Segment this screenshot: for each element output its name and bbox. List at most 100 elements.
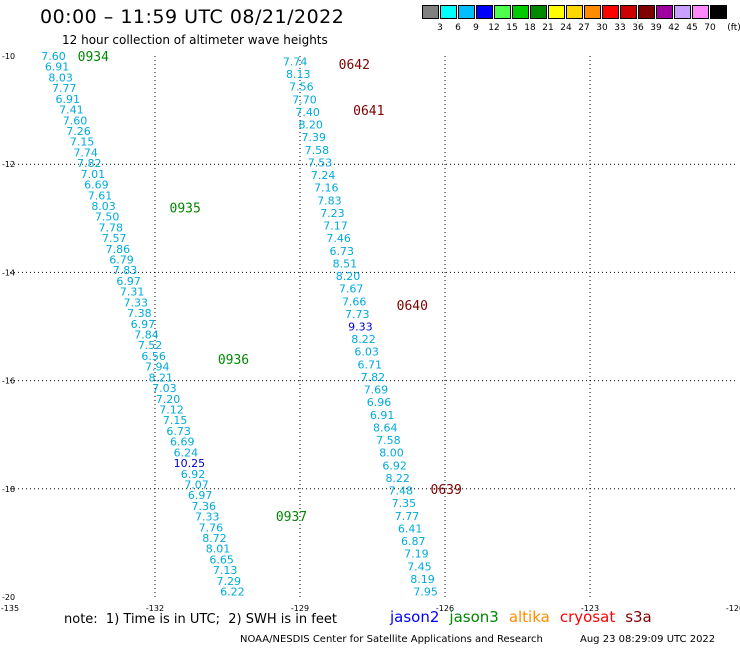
wave-height-value: 7.33 [195,511,220,524]
wave-height-value: 6.56 [141,350,166,363]
wave-height-value: 8.03 [91,200,116,213]
wave-height-value: 7.67 [339,283,364,296]
wave-height-value: 8.20 [336,270,361,283]
wave-height-value: 8.72 [202,532,227,545]
x-tick-label: -120 [726,604,740,613]
wave-height-value: 7.24 [311,169,336,182]
legend-label: 15 [506,23,518,33]
pass-time-label: 0639 [431,483,462,498]
wave-height-value: 7.82 [361,371,386,384]
legend-label: 70 [704,23,716,33]
wave-height-value: 7.77 [395,510,420,523]
wave-height-value: 7.58 [376,434,401,447]
wave-height-value: 7.82 [77,157,102,170]
wave-height-value: 7.15 [70,136,95,149]
wave-height-value: 7.70 [292,93,317,106]
legend-swatch [476,5,493,19]
wave-height-value: 7.38 [127,307,152,320]
wave-height-value: 6.91 [370,409,395,422]
wave-height-value: 8.51 [333,257,358,270]
x-tick-label: -126 [436,604,454,613]
wave-height-value: 7.31 [120,286,145,299]
wave-height-value: 7.48 [389,485,414,498]
wave-height-value: 7.83 [317,194,342,207]
y-tick-label: -20 [2,593,15,602]
wave-height-value: 7.15 [163,414,188,427]
y-tick-label: -12 [2,160,15,169]
wave-height-value: 7.52 [138,339,163,352]
wave-height-value: 8.01 [206,543,231,556]
legend-swatch [530,5,547,19]
generated-timestamp: Aug 23 08:29:09 UTC 2022 [580,634,716,645]
wave-height-value: 7.39 [302,131,327,144]
wave-height-value: 7.33 [124,296,149,309]
wave-height-value: 6.91 [45,61,70,74]
wave-height-value: 6.69 [84,179,109,192]
legend-label: 30 [596,23,608,33]
wave-height-value: 6.87 [401,535,426,548]
legend-swatch [602,5,619,19]
legend-label: 24 [560,23,572,33]
wave-height-value: 7.13 [213,564,238,577]
wave-height-value: 7.20 [156,393,181,406]
wave-height-value: 6.91 [56,93,81,106]
pass-time-label: 0936 [218,353,249,368]
wave-height-value: 7.45 [407,560,432,573]
wave-height-value: 8.19 [410,573,435,586]
legend-label: 21 [542,23,554,33]
wave-height-value: 6.69 [170,436,195,449]
wave-height-value: 7.23 [320,207,345,220]
y-tick-label: -14 [2,268,15,277]
page-subtitle: 12 hour collection of altimeter wave hei… [62,33,328,47]
credit-line: NOAA/NESDIS Center for Satellite Applica… [240,634,543,645]
wave-height-value: 8.00 [379,447,404,460]
legend-swatch [656,5,673,19]
wave-height-value: 8.13 [286,68,311,81]
wave-height-value: 6.24 [174,446,199,459]
pass-time-label: 0937 [276,510,307,525]
y-tick-label: -10 [2,52,15,61]
x-tick-label: -129 [291,604,309,613]
wave-height-value: 7.57 [102,232,127,245]
footnote: note: 1) Time is in UTC; 2) SWH is in fe… [64,612,337,627]
wave-height-value: 6.03 [354,346,379,359]
wave-height-value: 7.95 [413,586,438,599]
x-tick-label: -123 [581,604,599,613]
wave-height-value: 7.53 [308,156,333,169]
wave-height-value: 8.21 [149,371,174,384]
wave-height-value: 7.74 [73,146,98,159]
wave-height-value: 7.46 [326,232,351,245]
x-tick-label: -135 [1,604,19,613]
legend-swatch [638,5,655,19]
legend-swatch [584,5,601,19]
wave-height-value: 7.03 [152,382,177,395]
legend-swatch [674,5,691,19]
wave-height-value: 7.78 [98,221,123,234]
wave-height-value: 7.12 [159,403,184,416]
wave-height-value: 7.74 [283,55,308,68]
wave-height-value: 6.97 [188,489,213,502]
legend-label: 39 [650,23,662,33]
legend-label: 18 [524,23,536,33]
wave-height-value: 6.79 [109,254,134,267]
satellite-altika: altika [508,608,550,626]
wave-height-value: 8.20 [298,119,323,132]
legend-unit: (ft) [727,23,740,33]
wave-height-value: 7.35 [392,497,417,510]
wave-height-value: 7.73 [345,308,370,321]
legend-swatch [512,5,529,19]
wave-height-value: 7.61 [88,189,113,202]
wave-height-value: 6.73 [166,425,191,438]
legend-label: 42 [668,23,680,33]
wave-height-value: 6.92 [382,459,407,472]
wave-height-value: 6.65 [209,553,234,566]
legend-label: 45 [686,23,698,33]
wave-height-value: 7.60 [41,50,66,63]
legend-swatch [548,5,565,19]
legend-label: 33 [614,23,626,33]
wave-height-value: 6.97 [116,275,141,288]
wave-height-value: 7.58 [305,144,330,157]
wave-height-value: 7.17 [323,220,348,233]
pass-time-label: 0934 [78,50,109,65]
legend-swatch [440,5,457,19]
